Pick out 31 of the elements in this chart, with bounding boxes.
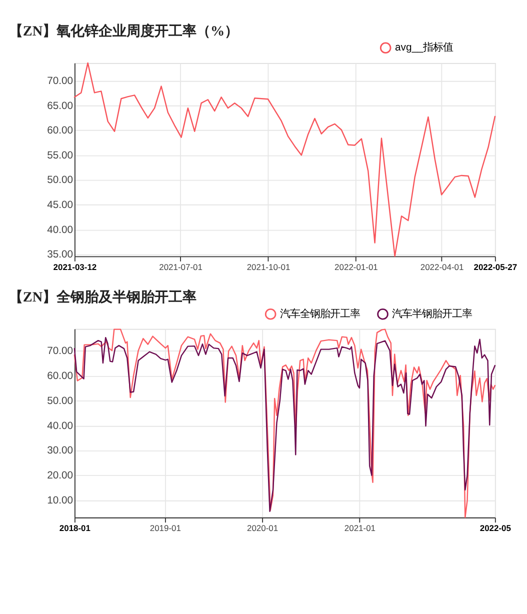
x-tick-label: 2018-01 — [59, 523, 91, 534]
legend-label: 汽车半钢胎开工率 — [392, 308, 472, 320]
x-tick-label: 2022-01-01 — [334, 262, 378, 272]
y-tick-label: 60.00 — [47, 370, 74, 382]
y-tick-label: 40.00 — [47, 224, 74, 236]
chart-title: 【ZN】全钢胎及半钢胎开工率 — [8, 288, 197, 306]
chart-title: 【ZN】氧化锌企业周度开工率（%） — [8, 22, 239, 40]
x-tick-label: 2019-01 — [150, 523, 182, 534]
x-tick-label: 2021-07-01 — [159, 262, 203, 272]
x-tick-label: 2022-05-27 — [474, 262, 518, 272]
y-tick-label: 30.00 — [47, 446, 74, 457]
y-tick-label: 20.00 — [47, 470, 74, 482]
x-tick-label: 2020-01 — [247, 523, 278, 534]
y-tick-label: 45.00 — [47, 200, 74, 211]
legend-label: 汽车全钢胎开工率 — [280, 308, 360, 320]
y-tick-label: 50.00 — [47, 396, 74, 407]
y-tick-label: 35.00 — [47, 250, 74, 261]
y-tick-label: 55.00 — [47, 150, 74, 162]
y-tick-label: 65.00 — [47, 100, 74, 112]
x-tick-label: 2021-03-12 — [53, 262, 97, 272]
y-tick-label: 60.00 — [47, 126, 74, 137]
y-tick-label: 10.00 — [47, 496, 74, 507]
legend-label: avg__指标值 — [395, 42, 454, 54]
y-tick-label: 70.00 — [47, 346, 74, 357]
x-tick-label: 2021-01 — [344, 523, 376, 534]
y-tick-label: 40.00 — [47, 420, 74, 432]
y-tick-label: 50.00 — [47, 175, 74, 186]
x-tick-label: 2022-05 — [480, 523, 512, 534]
y-tick-label: 70.00 — [47, 76, 74, 88]
x-tick-label: 2021-10-01 — [246, 262, 290, 272]
x-tick-label: 2022-04-01 — [420, 262, 464, 272]
